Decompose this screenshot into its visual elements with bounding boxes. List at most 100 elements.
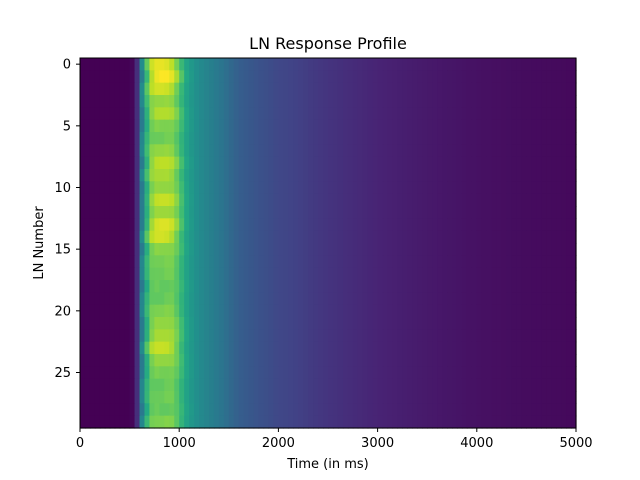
heatmap-cell <box>566 144 572 158</box>
heatmap-cell <box>447 354 453 367</box>
heatmap-cell <box>119 391 126 404</box>
heatmap-cell <box>397 341 403 355</box>
heatmap-cell <box>516 341 523 355</box>
heatmap-cell <box>293 403 299 417</box>
heatmap-cell <box>531 58 537 71</box>
heatmap-cell <box>228 354 235 367</box>
heatmap-cell <box>104 403 111 417</box>
heatmap-cell <box>392 107 399 121</box>
heatmap-cell <box>243 132 250 145</box>
heatmap-cell <box>541 58 547 71</box>
heatmap-cell <box>278 132 284 145</box>
heatmap-cell <box>402 119 408 133</box>
heatmap-cell <box>278 181 284 195</box>
heatmap-cell <box>149 304 155 318</box>
heatmap-cell <box>124 181 131 195</box>
heatmap-cell <box>80 82 86 96</box>
heatmap-cell <box>377 366 384 380</box>
heatmap-cell <box>442 415 448 429</box>
heatmap-cell <box>243 206 250 219</box>
heatmap-cell <box>159 132 165 145</box>
heatmap-cell <box>268 107 275 121</box>
heatmap-cell <box>208 206 215 219</box>
heatmap-cell <box>298 193 304 207</box>
heatmap-cell <box>218 415 225 429</box>
heatmap-cell <box>263 181 270 195</box>
heatmap-cell <box>437 403 443 417</box>
heatmap-cell <box>199 378 205 392</box>
heatmap-cell <box>571 181 577 195</box>
heatmap-cell <box>119 132 126 145</box>
heatmap-cell <box>372 415 379 429</box>
heatmap-cell <box>566 206 572 219</box>
heatmap-cell <box>84 415 91 429</box>
heatmap-cell <box>238 144 245 158</box>
heatmap-cell <box>337 317 344 330</box>
heatmap-cell <box>367 267 374 281</box>
heatmap-cell <box>372 181 379 195</box>
heatmap-cell <box>303 366 309 380</box>
heatmap-cell <box>432 58 438 71</box>
heatmap-cell <box>561 58 567 71</box>
heatmap-cell <box>347 119 354 133</box>
heatmap-cell <box>298 366 304 380</box>
heatmap-cell <box>194 58 200 71</box>
heatmap-cell <box>134 280 141 293</box>
heatmap-cell <box>447 144 453 158</box>
heatmap-cell <box>491 193 498 207</box>
heatmap-cell <box>114 403 121 417</box>
heatmap-cell <box>303 267 309 281</box>
heatmap-cell <box>506 280 513 293</box>
heatmap-cell <box>427 169 433 182</box>
heatmap-cell <box>332 329 339 343</box>
heatmap-cell <box>511 70 518 84</box>
heatmap-cell <box>476 415 483 429</box>
heatmap-cell <box>566 169 572 182</box>
heatmap-cell <box>432 156 438 170</box>
heatmap-cell <box>263 206 270 219</box>
heatmap-cell <box>561 169 567 182</box>
heatmap-cell <box>392 58 399 71</box>
heatmap-cell <box>342 391 349 404</box>
heatmap-cell <box>169 255 175 269</box>
heatmap-cell <box>253 58 260 71</box>
heatmap-cell <box>551 206 557 219</box>
heatmap-cell <box>273 119 279 133</box>
heatmap-cell <box>129 391 136 404</box>
heatmap-cell <box>491 119 498 133</box>
heatmap-cell <box>213 391 220 404</box>
heatmap-cell <box>526 255 532 269</box>
heatmap-cell <box>99 391 106 404</box>
heatmap-cell <box>412 169 418 182</box>
heatmap-cell <box>99 255 106 269</box>
heatmap-cell <box>347 230 354 244</box>
heatmap-cell <box>496 144 503 158</box>
heatmap-cell <box>238 280 245 293</box>
heatmap-cell <box>94 193 101 207</box>
heatmap-cell <box>94 119 101 133</box>
heatmap-cell <box>367 378 374 392</box>
heatmap-cell <box>506 391 513 404</box>
heatmap-cell <box>452 366 458 380</box>
heatmap-cell <box>501 415 508 429</box>
heatmap-cell <box>392 415 399 429</box>
heatmap-cell <box>104 144 111 158</box>
heatmap-cell <box>213 304 220 318</box>
heatmap-cell <box>129 169 136 182</box>
heatmap-cell <box>144 391 151 404</box>
heatmap-cell <box>427 366 433 380</box>
heatmap-cell <box>442 292 448 306</box>
heatmap-cell <box>461 329 468 343</box>
heatmap-cell <box>377 218 384 232</box>
heatmap-cell <box>496 230 503 244</box>
heatmap-cell <box>551 230 557 244</box>
heatmap-cell <box>347 70 354 84</box>
heatmap-cell <box>437 267 443 281</box>
heatmap-cell <box>332 193 339 207</box>
heatmap-cell <box>422 366 428 380</box>
heatmap-cell <box>541 366 547 380</box>
heatmap-cell <box>427 119 433 133</box>
heatmap-cell <box>387 107 394 121</box>
heatmap-cell <box>362 70 369 84</box>
heatmap-cell <box>283 415 289 429</box>
